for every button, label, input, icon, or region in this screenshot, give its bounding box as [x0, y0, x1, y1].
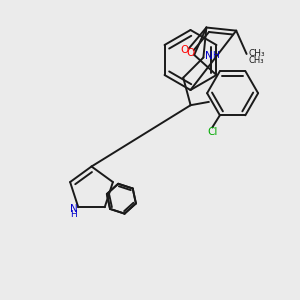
Text: CH₃: CH₃: [248, 50, 265, 58]
Text: N: N: [205, 51, 213, 61]
Text: Cl: Cl: [207, 127, 218, 137]
Text: H: H: [212, 51, 218, 60]
Text: N: N: [70, 204, 78, 214]
Text: O: O: [187, 48, 195, 59]
Text: CH₃: CH₃: [249, 56, 265, 65]
Text: O: O: [180, 45, 189, 55]
Text: H: H: [70, 210, 77, 219]
